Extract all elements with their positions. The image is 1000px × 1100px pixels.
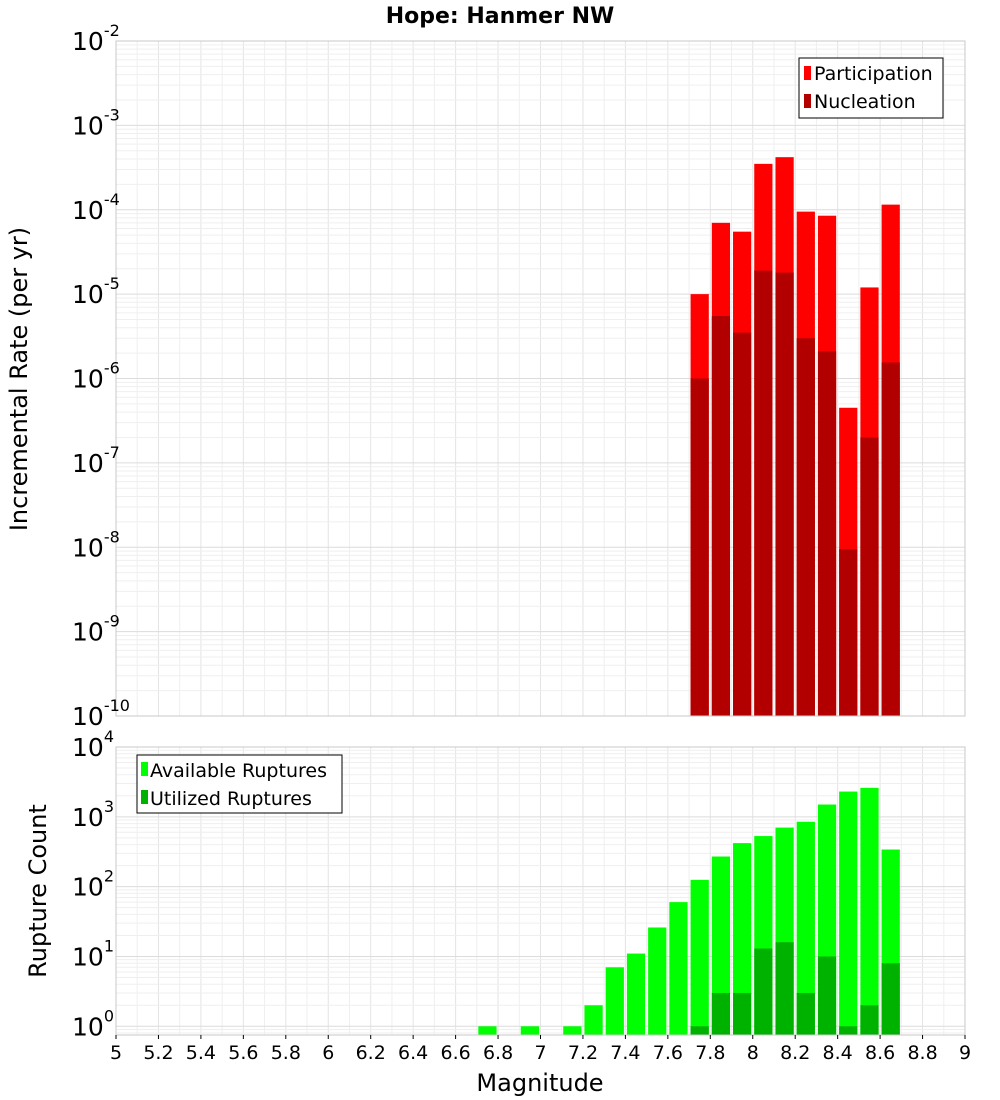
y-tick-label: 10-3 [72, 105, 120, 140]
y-tick-label: 10-7 [72, 443, 120, 478]
legend-swatch-participation [804, 66, 811, 80]
x-tick-label: 6.4 [398, 1042, 428, 1064]
available-ruptures-bar [520, 1026, 539, 1035]
utilized-ruptures-bar [754, 948, 773, 1035]
x-tick-label: 7.4 [610, 1042, 640, 1064]
legend-label-utilized: Utilized Ruptures [150, 788, 312, 810]
nucleation-bar [711, 316, 731, 716]
bottom-bars [115, 746, 966, 1036]
legend-swatch-utilized [141, 790, 148, 804]
top-gridlines [116, 40, 965, 717]
legend-label-nucleation: Nucleation [814, 91, 916, 113]
available-ruptures-bar [711, 856, 731, 1035]
utilized-ruptures-bar [860, 1005, 879, 1035]
top-bars [115, 40, 966, 717]
x-tick-label: 6.8 [483, 1042, 513, 1064]
y-tick-label: 103 [72, 797, 114, 832]
x-tick-label: 5.6 [228, 1042, 258, 1064]
legend-swatch-available [141, 762, 148, 776]
available-ruptures-bar [626, 953, 646, 1035]
bottom-panel: 100 101 102 103 104 5 5.2 5.4 5.6 5.8 6 6.2 6.4 6.6 6… [24, 727, 971, 1097]
top-legend: Participation Nucleation [798, 57, 944, 119]
utilized-ruptures-bar [711, 992, 731, 1035]
x-tick-label: 8.4 [823, 1042, 853, 1064]
x-tick-labels: 5 5.2 5.4 5.6 5.8 6 6.2 6.4 6.6 6.8 7 7.2 7.4 7.6 7.8 8… [110, 1035, 971, 1064]
nucleation-bar [796, 338, 815, 716]
available-ruptures-bar [478, 1026, 497, 1035]
available-ruptures-bar [860, 787, 879, 1035]
y-tick-label: 10-2 [72, 21, 120, 56]
bottom-legend-box [136, 754, 343, 814]
available-ruptures-bar [648, 927, 667, 1035]
x-tick-label: 7 [534, 1042, 546, 1064]
top-legend-box [798, 57, 944, 119]
available-ruptures-bar [669, 902, 688, 1035]
legend-label-available: Available Ruptures [150, 760, 327, 782]
x-tick-label: 5 [110, 1042, 122, 1064]
available-ruptures-bar [605, 967, 624, 1035]
utilized-ruptures-bar [881, 963, 900, 1035]
nucleation-bar [690, 378, 709, 716]
legend-label-participation: Participation [814, 63, 933, 85]
y-tick-label: 10-8 [72, 527, 120, 562]
utilized-ruptures-bar [817, 956, 837, 1035]
y-tick-label: 10-9 [72, 612, 120, 647]
legend-swatch-nucleation [804, 94, 811, 108]
top-y-axis-label: Incremental Rate (per yr) [5, 227, 33, 531]
x-tick-label: 8.2 [780, 1042, 810, 1064]
available-ruptures-bar [839, 791, 858, 1035]
utilized-ruptures-bar [775, 942, 794, 1035]
x-tick-label: 6.6 [440, 1042, 470, 1064]
nucleation-bar [733, 332, 752, 716]
y-tick-label: 10-6 [72, 359, 120, 394]
bottom-y-tick-labels: 100 101 102 103 104 [72, 727, 114, 1041]
utilized-ruptures-bar [733, 992, 752, 1035]
y-tick-label: 100 [72, 1006, 114, 1041]
top-panel: 10-10 10-9 10-8 10-7 10-6 10-5 10-4 10-3 10-2 In… [5, 21, 966, 731]
utilized-ruptures-bar [839, 1026, 858, 1035]
y-tick-label: 104 [72, 727, 114, 762]
nucleation-bar [860, 437, 879, 716]
bottom-legend: Available Ruptures Utilized Ruptures [136, 754, 343, 814]
y-tick-label: 102 [72, 867, 114, 902]
x-tick-label: 7.8 [695, 1042, 725, 1064]
available-ruptures-bar [733, 843, 752, 1035]
plot-border [115, 40, 966, 717]
x-tick-label: 5.4 [186, 1042, 216, 1064]
utilized-ruptures-bar [796, 992, 815, 1035]
x-tick-label: 6.2 [356, 1042, 386, 1064]
y-tick-label: 10-4 [72, 190, 120, 225]
nucleation-bar [775, 272, 794, 716]
x-tick-label: 8.8 [907, 1042, 937, 1064]
x-tick-label: 8.6 [865, 1042, 895, 1064]
y-tick-label: 10-10 [72, 696, 130, 731]
nucleation-bar [754, 270, 773, 716]
available-ruptures-bar [584, 1005, 603, 1035]
y-tick-label: 10-5 [72, 274, 120, 309]
y-tick-label: 101 [72, 936, 114, 971]
x-tick-label: 7.2 [568, 1042, 598, 1064]
x-tick-label: 5.8 [271, 1042, 301, 1064]
nucleation-bar [839, 549, 858, 716]
available-ruptures-bar [690, 879, 709, 1035]
bottom-y-axis-label: Rupture Count [24, 804, 52, 978]
utilized-ruptures-bar [690, 1026, 709, 1035]
x-tick-label: 7.6 [653, 1042, 683, 1064]
nucleation-bar [881, 362, 900, 716]
available-ruptures-bar [563, 1026, 582, 1035]
chart-title: Hope: Hanmer NW [386, 4, 615, 29]
available-ruptures-bar [796, 821, 815, 1035]
x-tick-label: 9 [959, 1042, 971, 1064]
nucleation-bar [817, 351, 837, 716]
x-tick-label: 8 [747, 1042, 759, 1064]
x-tick-label: 5.2 [143, 1042, 173, 1064]
x-axis-label: Magnitude [476, 1069, 603, 1097]
x-tick-label: 6 [322, 1042, 334, 1064]
